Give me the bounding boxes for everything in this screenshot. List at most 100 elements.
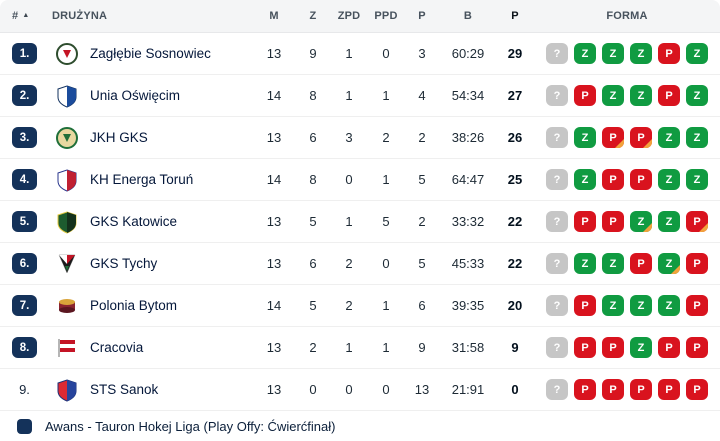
form-badge-loss[interactable]: P [602, 379, 624, 400]
matches-value: 13 [266, 46, 282, 61]
header-rank[interactable]: # ▲ [0, 10, 46, 22]
form-badge-win[interactable]: Z [630, 85, 652, 106]
form-badge-win[interactable]: Z [602, 253, 624, 274]
form-badge-unknown[interactable]: ? [546, 127, 568, 148]
form-badge-unknown[interactable]: ? [546, 43, 568, 64]
form-badge-loss[interactable]: P [686, 337, 708, 358]
form-badge-loss[interactable]: P [686, 379, 708, 400]
ot-wins-value: 3 [345, 130, 353, 145]
form-badge-win[interactable]: Z [658, 295, 680, 316]
header-matches[interactable]: M [269, 10, 279, 22]
wins-value: 9 [309, 46, 317, 61]
form-badge-win[interactable]: Z [602, 43, 624, 64]
form-badge-loss[interactable]: P [658, 337, 680, 358]
header-losses[interactable]: P [418, 10, 426, 22]
table-row[interactable]: 4. KH Energa Toruń 14 8 0 1 5 64:47 25 ?… [0, 159, 720, 201]
form-badge-unknown[interactable]: ? [546, 379, 568, 400]
table-row[interactable]: 6. GKS Tychy 13 6 2 0 5 45:33 22 ? Z Z P Z P [0, 243, 720, 285]
ot-losses-value: 5 [382, 214, 390, 229]
wins-value: 6 [309, 256, 317, 271]
form-badge-loss[interactable]: P [658, 85, 680, 106]
ot-wins-value: 0 [345, 172, 353, 187]
points-value: 22 [507, 214, 523, 229]
header-ot-losses[interactable]: PPD [374, 10, 398, 22]
form-badge-loss[interactable]: P [658, 43, 680, 64]
team-name[interactable]: STS Sanok [90, 382, 159, 397]
header-form[interactable]: FORMA [606, 10, 648, 22]
form-badge-win[interactable]: Z [574, 253, 596, 274]
form-badge-loss[interactable]: P [686, 211, 708, 232]
team-name[interactable]: JKH GKS [90, 130, 148, 145]
points-value: 29 [507, 46, 523, 61]
form-badge-loss[interactable]: P [630, 127, 652, 148]
losses-value: 6 [418, 298, 426, 313]
header-wins[interactable]: Z [309, 10, 317, 22]
form-badge-loss[interactable]: P [574, 337, 596, 358]
form-badge-win[interactable]: Z [602, 295, 624, 316]
form-badge-unknown[interactable]: ? [546, 295, 568, 316]
form-badge-win[interactable]: Z [658, 127, 680, 148]
table-row[interactable]: 3. JKH GKS 13 6 3 2 2 38:26 26 ? Z P P Z Z [0, 117, 720, 159]
team-name[interactable]: Polonia Bytom [90, 298, 178, 313]
header-team-label: DRUŻYNA [52, 10, 108, 22]
form-badge-win[interactable]: Z [686, 169, 708, 190]
table-row[interactable]: 1. Zagłębie Sosnowiec 13 9 1 0 3 60:29 2… [0, 33, 720, 75]
team-logo-icon [55, 294, 79, 318]
ot-wins-value: 0 [345, 382, 353, 397]
form-badge-win[interactable]: Z [574, 169, 596, 190]
form-badge-loss[interactable]: P [630, 169, 652, 190]
form-badge-unknown[interactable]: ? [546, 253, 568, 274]
form-badge-loss[interactable]: P [686, 253, 708, 274]
form-badge-win[interactable]: Z [658, 211, 680, 232]
table-header: # ▲ DRUŻYNA M Z ZPD PPD P B P FORMA [0, 0, 720, 33]
form-badge-unknown[interactable]: ? [546, 169, 568, 190]
form-badge-win[interactable]: Z [630, 337, 652, 358]
table-row[interactable]: 8. Cracovia 13 2 1 1 9 31:58 9 ? P P Z P P [0, 327, 720, 369]
header-points[interactable]: P [511, 10, 519, 22]
form-badge-unknown[interactable]: ? [546, 211, 568, 232]
form-badge-win[interactable]: Z [630, 211, 652, 232]
form-badge-win[interactable]: Z [602, 85, 624, 106]
form-badge-win[interactable]: Z [630, 295, 652, 316]
form-badge-win[interactable]: Z [686, 127, 708, 148]
team-name[interactable]: GKS Tychy [90, 256, 158, 271]
form-badge-win[interactable]: Z [574, 127, 596, 148]
matches-value: 13 [266, 256, 282, 271]
form-badge-loss[interactable]: P [602, 211, 624, 232]
table-row[interactable]: 2. Unia Oświęcim 14 8 1 1 4 54:34 27 ? P Z… [0, 75, 720, 117]
form-badge-loss[interactable]: P [574, 379, 596, 400]
form-badge-loss[interactable]: P [574, 85, 596, 106]
goals-value: 38:26 [451, 130, 485, 145]
header-ot-wins[interactable]: ZPD [337, 10, 361, 22]
team-name[interactable]: GKS Katowice [90, 214, 178, 229]
form-badge-loss[interactable]: P [602, 127, 624, 148]
form-badge-loss[interactable]: P [658, 379, 680, 400]
table-row[interactable]: 5. GKS Katowice 13 5 1 5 2 33:32 22 ? P P Z… [0, 201, 720, 243]
team-name[interactable]: Cracovia [90, 340, 144, 355]
form-badge-win[interactable]: Z [574, 43, 596, 64]
form-badge-loss[interactable]: P [574, 211, 596, 232]
form-badge-win[interactable]: Z [658, 253, 680, 274]
losses-value: 3 [418, 46, 426, 61]
overtime-corner-icon [671, 265, 680, 274]
form-badge-loss[interactable]: P [602, 337, 624, 358]
form-badge-loss[interactable]: P [686, 295, 708, 316]
form-badge-win[interactable]: Z [686, 85, 708, 106]
team-name[interactable]: KH Energa Toruń [90, 172, 194, 187]
form-badge-win[interactable]: Z [686, 43, 708, 64]
team-name[interactable]: Unia Oświęcim [90, 88, 181, 103]
table-row[interactable]: 9. STS Sanok 13 0 0 0 13 21:91 0 ? P P P P P [0, 369, 720, 411]
header-goals[interactable]: B [463, 10, 473, 22]
table-row[interactable]: 7. Polonia Bytom 14 5 2 1 6 39:35 20 ? P Z… [0, 285, 720, 327]
form-badge-win[interactable]: Z [630, 43, 652, 64]
header-team[interactable]: DRUŻYNA [46, 10, 252, 22]
form-badge-loss[interactable]: P [602, 169, 624, 190]
form-badge-loss[interactable]: P [630, 253, 652, 274]
form-badge-unknown[interactable]: ? [546, 85, 568, 106]
form-badge-unknown[interactable]: ? [546, 337, 568, 358]
ot-wins-value: 1 [345, 340, 353, 355]
form-badge-loss[interactable]: P [574, 295, 596, 316]
form-badge-win[interactable]: Z [658, 169, 680, 190]
team-name[interactable]: Zagłębie Sosnowiec [90, 46, 211, 61]
form-badge-loss[interactable]: P [630, 379, 652, 400]
